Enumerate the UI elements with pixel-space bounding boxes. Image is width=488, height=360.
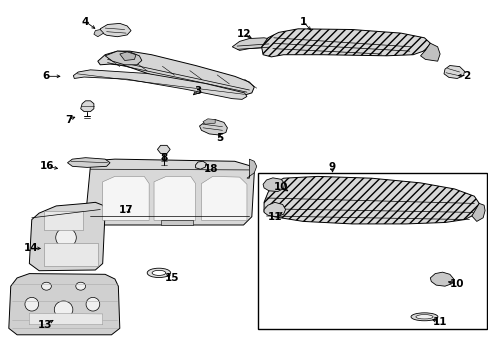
- Ellipse shape: [86, 297, 100, 311]
- Text: 10: 10: [449, 279, 464, 289]
- Polygon shape: [44, 211, 83, 230]
- Text: 11: 11: [267, 212, 282, 222]
- Text: 11: 11: [432, 317, 447, 327]
- Polygon shape: [44, 243, 98, 266]
- Polygon shape: [85, 159, 254, 225]
- Text: 14: 14: [23, 243, 38, 253]
- Text: 7: 7: [64, 114, 72, 125]
- Text: 17: 17: [119, 204, 133, 215]
- Polygon shape: [94, 30, 103, 37]
- Polygon shape: [420, 43, 439, 61]
- Text: 12: 12: [237, 29, 251, 39]
- Ellipse shape: [76, 282, 85, 290]
- Polygon shape: [120, 52, 136, 60]
- Polygon shape: [264, 202, 285, 217]
- Polygon shape: [471, 203, 484, 221]
- Polygon shape: [261, 29, 429, 57]
- Polygon shape: [263, 178, 284, 192]
- Polygon shape: [443, 66, 464, 78]
- Polygon shape: [199, 120, 227, 135]
- Ellipse shape: [56, 228, 76, 248]
- Text: 4: 4: [81, 17, 89, 27]
- Polygon shape: [232, 38, 276, 50]
- Polygon shape: [161, 220, 193, 225]
- Text: 3: 3: [194, 86, 201, 96]
- Polygon shape: [203, 119, 215, 124]
- Polygon shape: [98, 51, 254, 95]
- Polygon shape: [29, 313, 102, 325]
- Bar: [258, 173, 486, 329]
- Text: 10: 10: [273, 182, 288, 192]
- Polygon shape: [195, 161, 206, 169]
- Polygon shape: [100, 23, 131, 37]
- Text: 2: 2: [463, 71, 469, 81]
- Ellipse shape: [410, 313, 437, 321]
- Polygon shape: [9, 274, 120, 335]
- Polygon shape: [264, 176, 478, 224]
- Polygon shape: [73, 70, 246, 99]
- Text: 8: 8: [160, 153, 167, 163]
- Polygon shape: [67, 158, 110, 167]
- Polygon shape: [246, 159, 256, 178]
- Polygon shape: [157, 145, 170, 153]
- Polygon shape: [102, 176, 149, 220]
- Ellipse shape: [41, 282, 51, 290]
- Polygon shape: [154, 176, 195, 220]
- Polygon shape: [201, 176, 246, 220]
- Polygon shape: [29, 202, 105, 271]
- Text: 13: 13: [38, 320, 52, 330]
- Text: 5: 5: [216, 132, 223, 143]
- Text: 15: 15: [164, 273, 179, 283]
- Polygon shape: [105, 51, 142, 65]
- Ellipse shape: [25, 297, 39, 311]
- Polygon shape: [81, 101, 94, 112]
- Text: 16: 16: [40, 161, 55, 171]
- Ellipse shape: [54, 301, 73, 318]
- Text: 9: 9: [328, 162, 335, 172]
- Ellipse shape: [415, 315, 432, 319]
- Ellipse shape: [147, 268, 170, 278]
- Text: 6: 6: [43, 71, 50, 81]
- Ellipse shape: [152, 270, 165, 275]
- Text: 18: 18: [203, 164, 218, 174]
- Polygon shape: [429, 272, 453, 286]
- Text: 1: 1: [299, 17, 306, 27]
